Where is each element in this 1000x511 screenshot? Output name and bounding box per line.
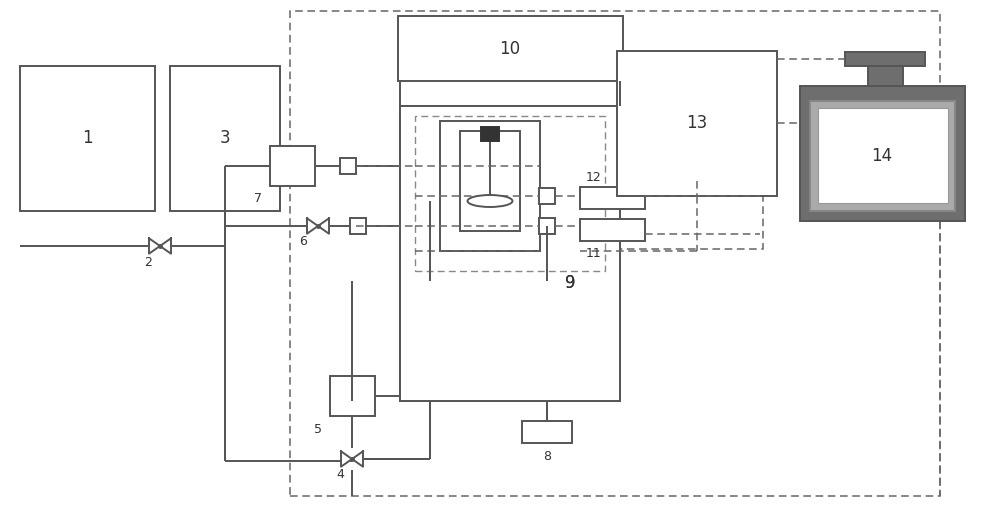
Bar — [400, 106, 620, 281]
Text: 9: 9 — [565, 274, 575, 292]
Bar — [580, 219, 645, 241]
Text: 4: 4 — [336, 468, 344, 480]
Text: 9: 9 — [565, 274, 575, 292]
Text: 11: 11 — [586, 246, 602, 260]
Bar — [810, 101, 955, 211]
Polygon shape — [352, 451, 363, 467]
Text: 1: 1 — [82, 129, 92, 147]
Bar — [845, 52, 925, 66]
Bar — [868, 66, 903, 86]
Bar — [415, 116, 605, 271]
Text: 12: 12 — [586, 171, 602, 183]
Bar — [340, 158, 356, 174]
Bar — [350, 218, 366, 234]
Bar — [170, 66, 280, 211]
Bar — [539, 218, 555, 234]
Bar — [818, 108, 948, 203]
Bar — [481, 127, 499, 141]
Bar — [440, 121, 540, 251]
Bar — [330, 376, 375, 416]
Polygon shape — [149, 238, 160, 253]
Bar — [20, 66, 155, 211]
Text: 10: 10 — [499, 40, 521, 58]
Bar — [400, 281, 620, 401]
Text: 14: 14 — [871, 147, 893, 165]
Polygon shape — [307, 218, 318, 234]
Bar — [800, 86, 965, 221]
Bar — [522, 421, 572, 443]
Ellipse shape — [468, 195, 512, 207]
Text: 6: 6 — [299, 235, 307, 247]
Polygon shape — [318, 218, 329, 234]
Bar — [539, 188, 555, 204]
Text: 7: 7 — [254, 192, 262, 204]
Text: 13: 13 — [686, 114, 708, 132]
Bar — [578, 181, 763, 249]
Polygon shape — [341, 451, 352, 467]
Text: 8: 8 — [543, 450, 551, 462]
Bar — [270, 146, 315, 186]
Bar — [617, 51, 777, 196]
Text: 3: 3 — [220, 129, 230, 147]
Text: 5: 5 — [314, 423, 322, 435]
Bar — [460, 131, 520, 231]
Bar — [580, 187, 645, 209]
Text: 2: 2 — [144, 256, 152, 268]
Bar — [400, 106, 620, 401]
Polygon shape — [160, 238, 171, 253]
Bar — [290, 11, 940, 496]
Bar — [398, 16, 623, 81]
